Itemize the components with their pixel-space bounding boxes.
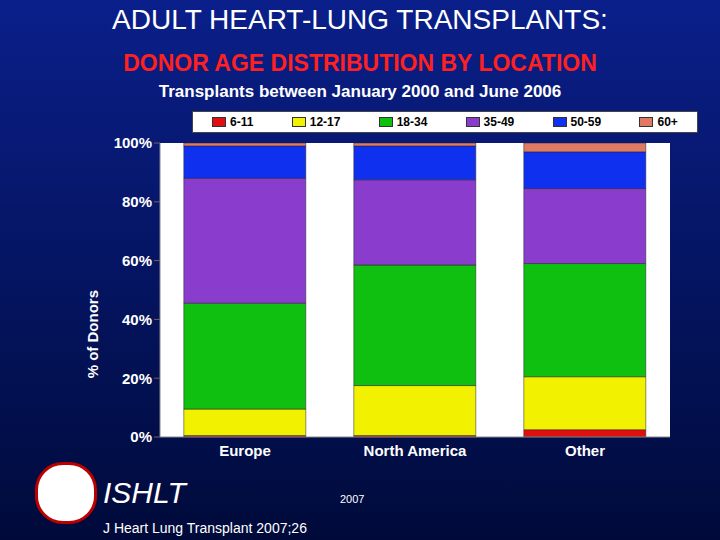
html-text:ADULT HEART-LUNG TRANSPLANTS:: ADULT HEART-LUNG TRANSPLANTS: xyxy=(112,4,608,35)
html-text:ISHLT: ISHLT xyxy=(103,476,186,509)
svg-text:40%: 40% xyxy=(122,311,152,328)
html-text:J Heart Lung Transplant 2007;2: J Heart Lung Transplant 2007;26 xyxy=(103,520,307,536)
html-text:Transplants between January 20: Transplants between January 2000 and Jun… xyxy=(158,82,562,101)
svg-text:% of Donors: % of Donors xyxy=(84,290,101,378)
svg-text:80%: 80% xyxy=(122,193,152,210)
svg-text:North America: North America xyxy=(364,442,467,459)
html-text:12-17: 12-17 xyxy=(309,115,341,129)
html-text:60+: 60+ xyxy=(657,115,678,129)
html-text:35-49: 35-49 xyxy=(483,115,515,129)
svg-text:100%: 100% xyxy=(114,134,152,151)
html-text:50-59: 50-59 xyxy=(570,115,602,129)
svg-text:60%: 60% xyxy=(122,252,152,269)
svg-text:20%: 20% xyxy=(122,370,152,387)
html-text:6-11: 6-11 xyxy=(230,115,254,129)
html-text:2007: 2007 xyxy=(340,493,365,505)
svg-text:Other: Other xyxy=(565,442,605,459)
html-text:18-34: 18-34 xyxy=(396,115,428,129)
svg-text:Europe: Europe xyxy=(219,442,271,459)
html-text:DONOR AGE DISTRIBUTION BY LOCA: DONOR AGE DISTRIBUTION BY LOCATION xyxy=(123,50,597,76)
svg-text:0%: 0% xyxy=(130,428,152,445)
